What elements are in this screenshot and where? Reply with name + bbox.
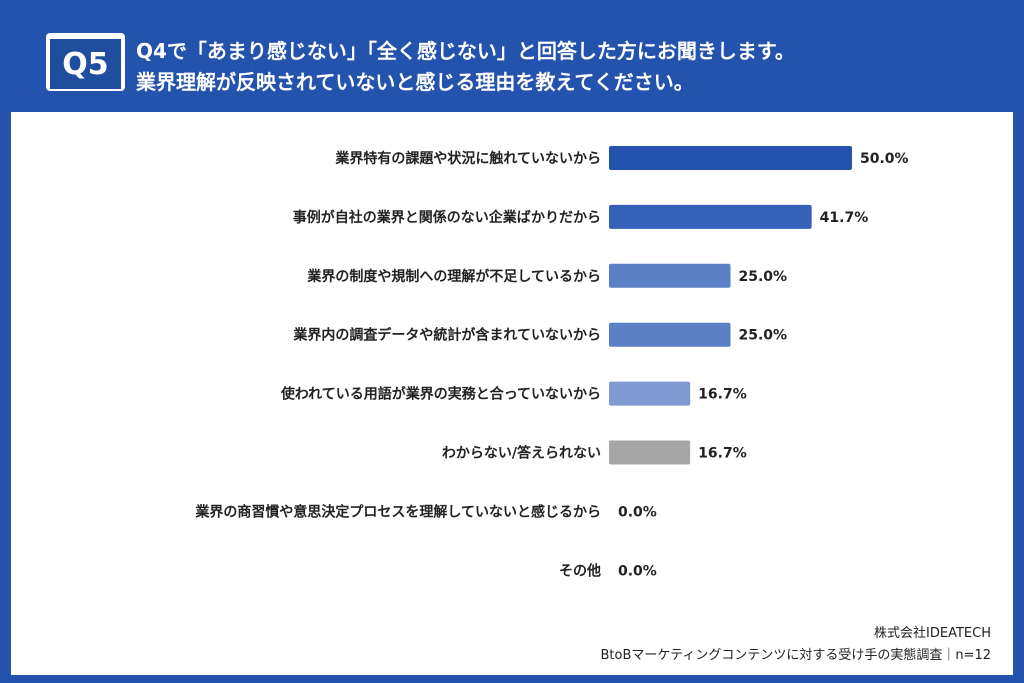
category-label: その他 bbox=[559, 562, 601, 579]
bar bbox=[609, 381, 691, 406]
bar bbox=[609, 263, 731, 288]
value-label: 16.7% bbox=[698, 387, 747, 403]
bar bbox=[609, 204, 812, 229]
bar bbox=[609, 322, 731, 347]
category-label: 業界特有の課題や状況に触れていないから bbox=[334, 150, 601, 167]
value-label: 50.0% bbox=[860, 151, 909, 167]
category-label: 業界の制度や規制への理解が不足しているから bbox=[306, 268, 601, 285]
footer-company: 株式会社IDEATECH bbox=[874, 626, 991, 641]
bar bbox=[609, 146, 852, 170]
value-label: 16.7% bbox=[698, 446, 747, 462]
category-label: 業界の商習慣や意思決定プロセスを理解していないと感じるから bbox=[194, 503, 601, 520]
category-label: 事例が自社の業界と関係のない企業ばかりだから bbox=[293, 209, 601, 226]
question-badge: Q5 bbox=[46, 33, 125, 91]
bar-chart: 業界特有の課題や状況に触れていないから 50.0% 事例が自社の業界と関係のない企業… bbox=[194, 146, 909, 579]
value-label: 0.0% bbox=[618, 504, 657, 520]
category-label: 使われている用語が業界の実務と合っていないから bbox=[280, 386, 601, 403]
category-label: わからない/答えられない bbox=[442, 445, 601, 462]
question-text: Q4で「あまり感じない」「全く感じない」と回答した方にお聞きします。 業界理解が… bbox=[136, 36, 795, 98]
footer: 株式会社IDEATECH BtoBマーケティングコンテンツに対する受け手の実態調… bbox=[600, 623, 991, 667]
header: Q5 Q4で「あまり感じない」「全く感じない」と回答した方にお聞きします。 業界… bbox=[0, 0, 1024, 112]
value-label: 25.0% bbox=[739, 328, 788, 344]
value-label: 0.0% bbox=[618, 563, 657, 579]
footer-survey: BtoBマーケティングコンテンツに対する受け手の実態調査｜n=12 bbox=[600, 648, 991, 663]
category-label: 業界内の調査データや統計が含まれていないから bbox=[292, 327, 601, 344]
bar bbox=[609, 440, 691, 465]
question-badge-label: Q5 bbox=[50, 39, 121, 89]
value-label: 41.7% bbox=[820, 210, 869, 226]
question-line-1: Q4で「あまり感じない」「全く感じない」と回答した方にお聞きします。 bbox=[136, 39, 795, 63]
value-label: 25.0% bbox=[739, 269, 788, 285]
chart-panel: 業界特有の課題や状況に触れていないから 50.0% 事例が自社の業界と関係のない企業… bbox=[11, 112, 1013, 675]
question-line-2: 業界理解が反映されていないと感じる理由を教えてください。 bbox=[136, 70, 694, 94]
